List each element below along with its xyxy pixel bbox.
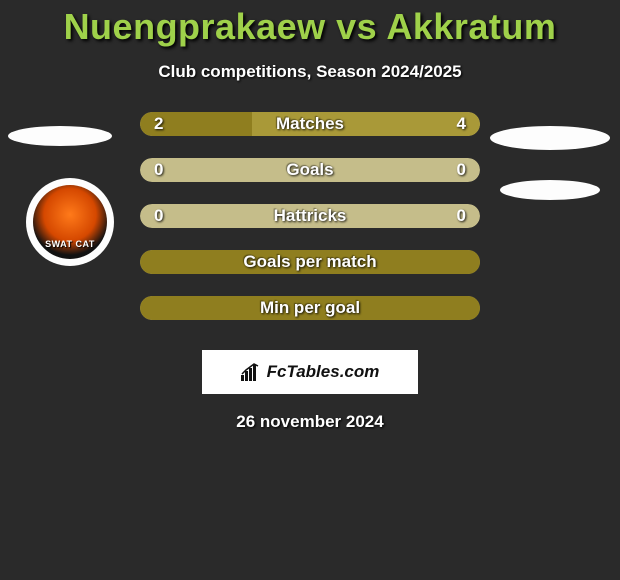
right-team-ellipse-2 <box>500 180 600 200</box>
page-subtitle: Club competitions, Season 2024/2025 <box>0 62 620 82</box>
left-team-logo: SWAT CAT <box>26 178 114 266</box>
left-team-ellipse <box>8 126 112 146</box>
bars-icon <box>241 363 263 381</box>
comparison-card: Nuengprakaew vs Akkratum Club competitio… <box>0 0 620 580</box>
page-title: Nuengprakaew vs Akkratum <box>0 6 620 48</box>
stat-bar-fill-left <box>140 250 480 274</box>
stat-bar: Goals00 <box>140 158 480 182</box>
stat-bar: Hattricks00 <box>140 204 480 228</box>
stat-bar-fill-left <box>140 112 252 136</box>
left-team-logo-inner: SWAT CAT <box>33 185 107 259</box>
brand-text: FcTables.com <box>267 362 380 382</box>
brand-box[interactable]: FcTables.com <box>202 350 418 394</box>
brand-label: FcTables.com <box>241 362 380 382</box>
stat-bar-fill-left <box>140 296 480 320</box>
right-team-ellipse-1 <box>490 126 610 150</box>
stat-bar: Goals per match <box>140 250 480 274</box>
stat-bar: Matches24 <box>140 112 480 136</box>
stat-bar-fill-right <box>252 112 480 136</box>
stat-bar: Min per goal <box>140 296 480 320</box>
left-team-logo-text: SWAT CAT <box>33 239 107 249</box>
stat-bar-track <box>140 204 480 228</box>
stat-bar-track <box>140 158 480 182</box>
stat-row: Min per goal <box>0 296 620 342</box>
date-line: 26 november 2024 <box>0 412 620 432</box>
